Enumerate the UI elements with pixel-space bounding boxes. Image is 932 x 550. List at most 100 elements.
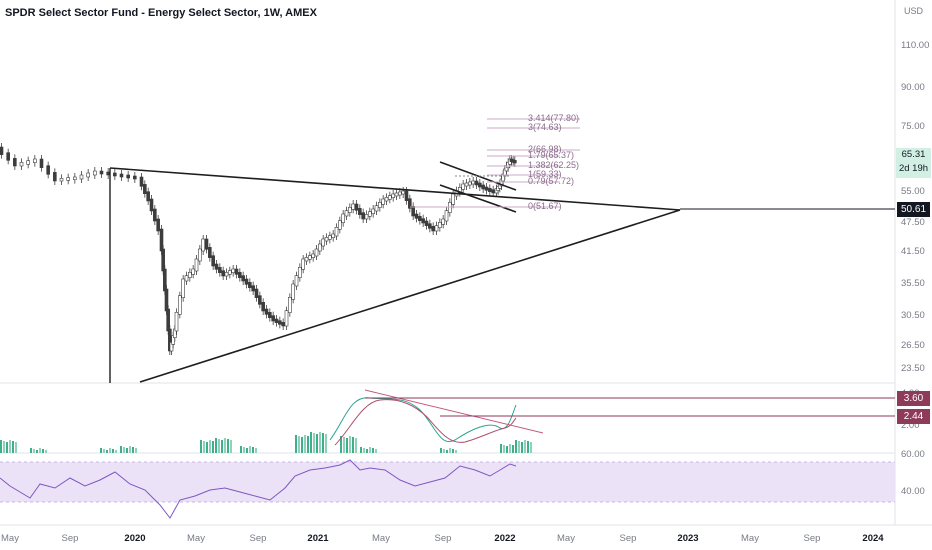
candle-body bbox=[288, 297, 292, 313]
candle-body bbox=[271, 315, 275, 322]
macd-histogram-bar bbox=[449, 448, 451, 453]
candle-body bbox=[374, 205, 379, 212]
macd-histogram-bar bbox=[42, 449, 44, 453]
candle-body bbox=[139, 176, 144, 187]
candle-body bbox=[324, 237, 329, 242]
time-tick-label: 2023 bbox=[677, 533, 699, 544]
candle-body bbox=[484, 186, 489, 191]
candle-body bbox=[311, 253, 315, 258]
candle-body bbox=[434, 225, 439, 232]
macd-histogram-bar bbox=[366, 449, 368, 453]
candle-body bbox=[368, 211, 372, 217]
candlestick-series bbox=[0, 143, 517, 355]
macd-histogram-bar bbox=[352, 437, 354, 453]
macd-histogram-bar bbox=[500, 444, 502, 453]
candle-body bbox=[146, 191, 150, 202]
macd-trendline bbox=[364, 389, 544, 434]
price-tick-label: 30.50 bbox=[901, 310, 925, 321]
price-tick-label: 23.50 bbox=[901, 363, 925, 374]
candle-body bbox=[294, 275, 299, 287]
macd-histogram-bar bbox=[319, 432, 321, 453]
candle-body bbox=[351, 203, 355, 210]
macd-histogram-bar bbox=[506, 446, 508, 453]
candle-body bbox=[391, 193, 395, 198]
candle-body bbox=[478, 182, 482, 188]
last-price-badge: 65.31 2d 19h bbox=[896, 148, 931, 178]
fib-extension-lines bbox=[410, 118, 580, 208]
candle-body bbox=[364, 214, 369, 220]
candle-body bbox=[441, 218, 445, 225]
candle-body bbox=[191, 268, 195, 275]
macd-histogram-bar bbox=[227, 439, 229, 453]
macd-histogram-bar bbox=[15, 442, 17, 453]
macd-histogram-bar bbox=[106, 450, 108, 453]
candle-body bbox=[211, 255, 215, 267]
fib-level-label: 0(51.67) bbox=[528, 201, 562, 211]
macd-histogram-bar bbox=[372, 448, 374, 453]
candle-body bbox=[228, 270, 232, 275]
candle-body bbox=[53, 172, 57, 182]
macd-histogram-bar bbox=[6, 442, 8, 453]
candle-body bbox=[291, 283, 295, 300]
macd-histogram-bar bbox=[349, 436, 351, 453]
candle-body bbox=[461, 183, 465, 190]
fib-level-label: 1.79(65.37) bbox=[528, 150, 575, 160]
candle-body bbox=[224, 272, 229, 277]
fib-level-label: 3.414(77.80) bbox=[528, 113, 580, 123]
candle-body bbox=[341, 213, 345, 223]
fib-level-label: 3(74.63) bbox=[528, 122, 562, 132]
macd-histogram-bar bbox=[363, 448, 365, 453]
candle-body bbox=[93, 170, 97, 176]
candle-body bbox=[418, 216, 422, 221]
candle-body bbox=[99, 170, 104, 175]
indicator-tick-label: 2.00 bbox=[901, 420, 920, 431]
macd-histogram-bar bbox=[343, 437, 345, 453]
macd-histogram-bar bbox=[515, 440, 517, 453]
time-tick-label: May bbox=[372, 533, 390, 544]
candle-body bbox=[241, 275, 245, 282]
macd-histogram-bar bbox=[295, 435, 297, 453]
candle-body bbox=[328, 235, 332, 240]
macd-histogram-bar bbox=[224, 438, 226, 453]
macd-histogram-bar bbox=[446, 450, 448, 453]
candle-body bbox=[304, 257, 309, 262]
macd-histogram-bar bbox=[112, 449, 114, 453]
indicator-tick-label: 60.00 bbox=[901, 449, 925, 460]
candle-body bbox=[451, 193, 455, 205]
macd-histogram-bar bbox=[9, 440, 11, 453]
time-tick-label: 2020 bbox=[124, 533, 146, 544]
candle-body bbox=[39, 158, 44, 168]
macd-histogram-bar bbox=[215, 438, 217, 453]
macd-histogram-bar bbox=[103, 449, 105, 453]
candle-body bbox=[261, 302, 265, 312]
macd-histogram-bar bbox=[240, 446, 242, 453]
macd-histogram-bar bbox=[252, 447, 254, 453]
candle-body bbox=[59, 178, 64, 182]
macd-histogram-bar bbox=[443, 449, 445, 453]
last-price-value: 65.31 bbox=[901, 149, 926, 160]
indicator-tick-label: 40.00 bbox=[901, 486, 925, 497]
macd-histogram-bar bbox=[527, 441, 529, 453]
candle-body bbox=[464, 182, 469, 187]
candle-body bbox=[234, 268, 239, 275]
macd-histogram-bar bbox=[230, 440, 232, 453]
time-tick-label: Sep bbox=[803, 533, 821, 544]
macd-histogram-bar bbox=[325, 434, 327, 453]
candle-body bbox=[149, 198, 154, 212]
trendline-upper bbox=[109, 167, 681, 211]
macd-lower-badge: 2.44 bbox=[897, 409, 930, 424]
candle-body bbox=[106, 171, 110, 176]
currency-label[interactable]: USD bbox=[904, 6, 924, 16]
macd-histogram-bar bbox=[375, 449, 377, 453]
level-price-badge: 50.61 bbox=[897, 202, 930, 217]
candle-body bbox=[66, 177, 70, 181]
candle-body bbox=[428, 223, 432, 229]
candle-body bbox=[201, 238, 205, 252]
macd-histogram-bar bbox=[100, 448, 102, 453]
time-tick-label: 2022 bbox=[494, 533, 516, 544]
macd-histogram-bar bbox=[346, 438, 348, 453]
macd-histogram-bar bbox=[221, 440, 223, 453]
macd-histogram-bar bbox=[120, 446, 122, 453]
